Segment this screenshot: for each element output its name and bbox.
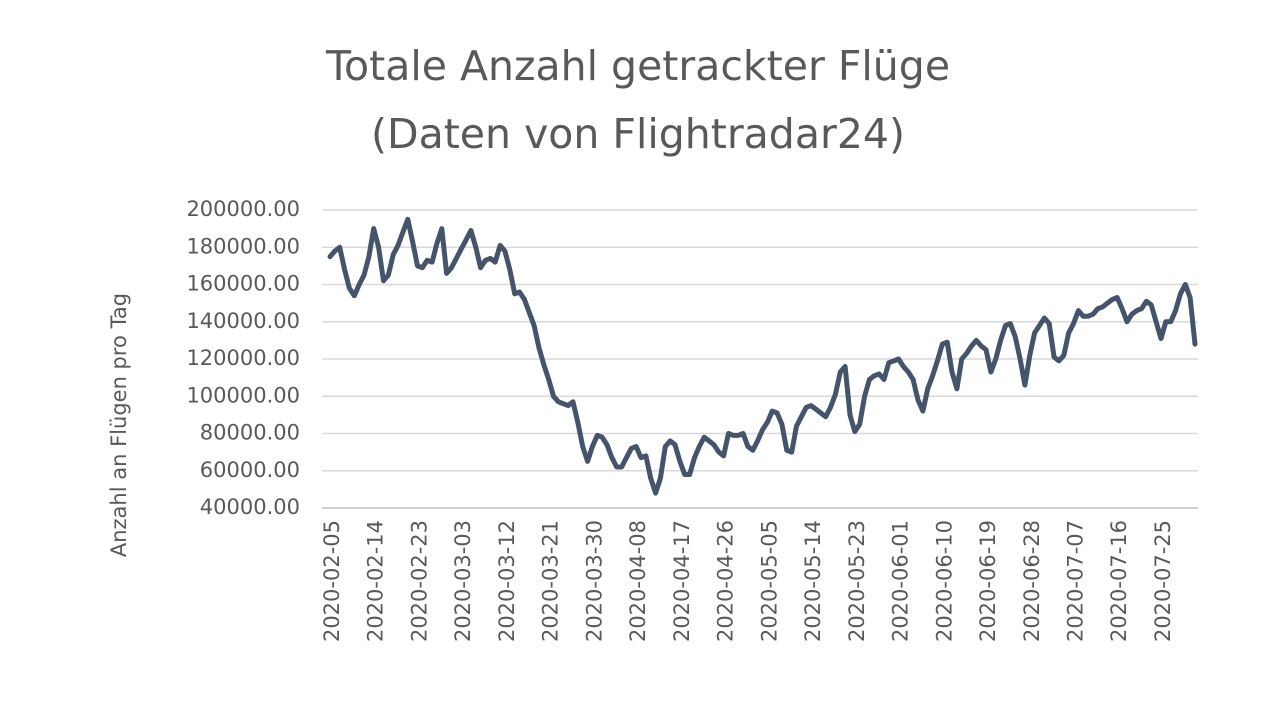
x-tick-label: 2020-05-14	[801, 520, 825, 642]
y-tick-label: 80000.00	[200, 421, 300, 445]
x-tick-label: 2020-03-03	[451, 520, 475, 642]
x-tick-label: 2020-02-23	[407, 520, 431, 642]
x-tick-label: 2020-07-25	[1151, 520, 1175, 642]
y-tick-label: 100000.00	[186, 383, 300, 407]
x-tick-label: 2020-06-28	[1020, 520, 1044, 642]
y-tick-label: 40000.00	[200, 495, 300, 519]
x-tick-label: 2020-02-14	[364, 520, 388, 642]
y-tick-label: 60000.00	[200, 458, 300, 482]
y-tick-label: 160000.00	[186, 272, 300, 296]
x-tick-label: 2020-06-10	[932, 520, 956, 642]
x-tick-label: 2020-06-01	[889, 520, 913, 642]
y-axis-label: Anzahl an Flügen pro Tag	[107, 293, 131, 557]
x-tick-label: 2020-04-17	[670, 520, 694, 642]
chart-title: Totale Anzahl getrackter Flüge	[325, 42, 950, 90]
x-tick-label: 2020-03-12	[495, 520, 519, 642]
x-tick-label: 2020-07-07	[1064, 520, 1088, 642]
x-tick-label: 2020-02-05	[320, 520, 344, 642]
y-tick-label: 180000.00	[186, 234, 300, 258]
x-tick-label: 2020-05-23	[845, 520, 869, 642]
data-line	[327, 216, 1198, 496]
x-tick-label: 2020-06-19	[976, 520, 1000, 642]
x-tick-label: 2020-07-16	[1107, 520, 1131, 642]
x-tick-label: 2020-03-30	[582, 520, 606, 642]
x-tick-label: 2020-04-08	[626, 520, 650, 642]
y-tick-label: 200000.00	[186, 197, 300, 221]
y-tick-label: 120000.00	[186, 346, 300, 370]
y-tick-label: 140000.00	[186, 309, 300, 333]
x-tick-label: 2020-05-05	[757, 520, 781, 642]
x-tick-label: 2020-03-21	[539, 520, 563, 642]
chart-title: (Daten von Flightradar24)	[371, 110, 905, 158]
x-tick-label: 2020-04-26	[714, 520, 738, 642]
